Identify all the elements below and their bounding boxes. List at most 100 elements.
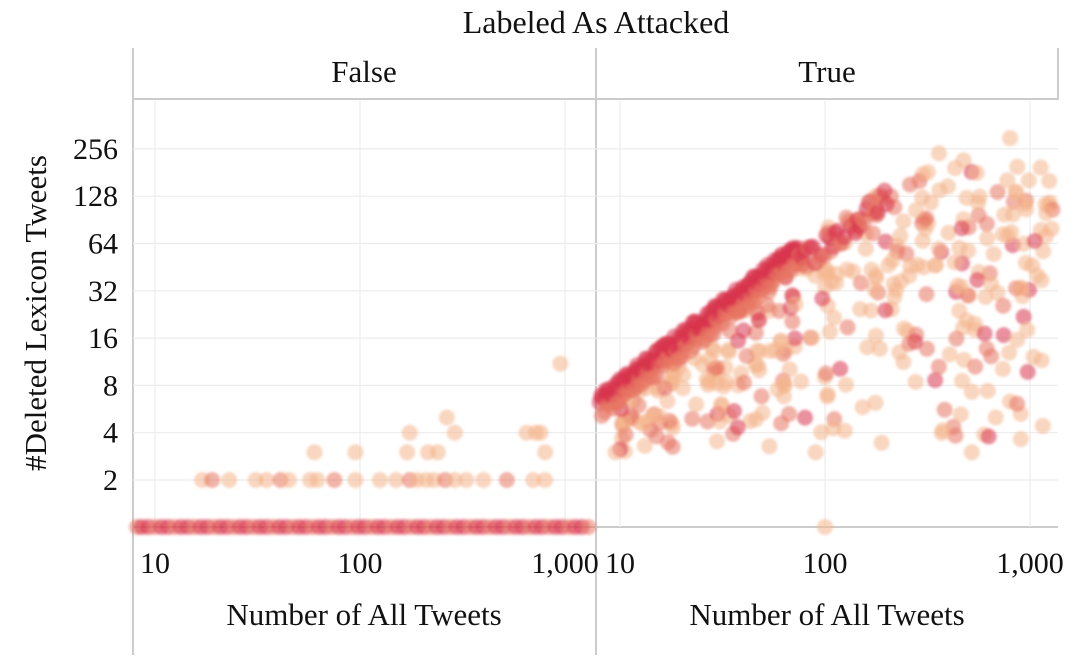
scatter-point [498,472,515,488]
scatter-point [963,444,980,461]
scatter-point [721,343,737,360]
scatter-point [438,409,455,426]
scatter-point [985,246,1002,262]
scatter-point [347,472,364,488]
scatter-point [995,297,1012,314]
scatter-point [832,360,849,377]
scatter-point [726,403,742,420]
scatter-point [978,215,995,232]
scatter-point [607,444,624,461]
scatter-point [1038,205,1055,221]
scatter-point [902,258,919,275]
scatter-point [952,406,969,423]
scatter-point [954,372,971,389]
scatter-point [1019,363,1036,380]
scatter-point [675,366,692,383]
scatter-point [537,472,554,488]
scatter-point [660,434,677,451]
scatter-point [738,348,755,364]
scatter-point [309,472,326,488]
x-tick-label: 100 [803,547,848,580]
scatter-point [836,422,853,439]
scatter-point [1026,233,1043,249]
scatter-point [688,396,705,413]
scatter-point [839,261,856,278]
scatter-point [684,410,701,427]
scatter-point [987,409,1004,426]
scatter-point [813,424,830,441]
scatter-point [781,361,798,378]
x-axis-label-false: Number of All Tweets [226,597,501,632]
scatter-point [837,376,854,393]
scatter-point [901,335,918,352]
scatter-point [1029,267,1046,284]
scatter-point [948,330,965,347]
y-tick-label: 32 [88,275,118,308]
scatter-point [908,202,925,219]
scatter-point [940,224,957,241]
scatter-point [429,444,446,461]
scatter-point [960,242,977,259]
scatter-point [747,324,764,341]
scatter-point [446,472,463,488]
scatter-point [868,270,885,287]
scatter-point [659,393,676,410]
scatter-point [1034,417,1051,434]
x-tick-label: 10 [140,547,170,580]
scatter-point [976,325,993,342]
scatter-point [871,340,888,357]
scatter-point [963,383,980,400]
scatter-point [475,472,492,488]
scatter-point [759,297,776,314]
panel-true-points [591,130,1061,535]
scatter-point [616,413,633,430]
scatter-point [1001,344,1018,361]
scatter-point [735,322,752,339]
scatter-point [907,373,924,390]
scatter-point [772,333,789,350]
scatter-point [1019,321,1036,338]
facet-label-true: True [798,54,855,89]
panel-false-points [129,355,597,535]
scatter-point [1002,130,1019,147]
scatter-point [947,427,964,444]
scatter-point [280,472,297,488]
scatter-point [969,272,986,288]
scatter-point [399,444,416,461]
scatter-point [968,164,985,181]
scatter-point [773,415,790,432]
y-tick-label: 128 [73,180,118,213]
scatter-point [927,372,944,389]
scatter-point [769,381,786,398]
facet-label-false: False [331,54,396,89]
scatter-point [857,240,874,257]
scatter-point [980,428,997,445]
scatter-point [922,194,939,211]
scatter-point [999,227,1016,244]
x-tick-label: 1,000 [531,547,599,580]
scatter-point [886,289,903,305]
scatter-point [818,365,834,382]
scatter-point [995,327,1012,344]
scatter-point [946,254,963,271]
scatter-point [983,348,1000,365]
scatter-point [1007,183,1024,200]
y-tick-label: 8 [103,369,118,402]
scatter-point [931,145,947,162]
scatter-point [580,519,597,535]
scatter-point [928,257,944,273]
scatter-point [877,302,894,319]
scatter-point [711,413,728,430]
scatter-point [863,302,879,319]
scatter-point [918,340,935,357]
scatter-point [931,182,948,199]
scatter-point [1009,395,1026,412]
scatter-point [1017,254,1034,271]
scatter-point [221,472,238,488]
scatter-point [401,424,418,441]
scatter-point [865,225,881,242]
scatter-point [761,438,778,455]
y-tick-label: 16 [88,322,118,355]
scatter-point [204,472,221,488]
scatter-point [989,184,1006,201]
